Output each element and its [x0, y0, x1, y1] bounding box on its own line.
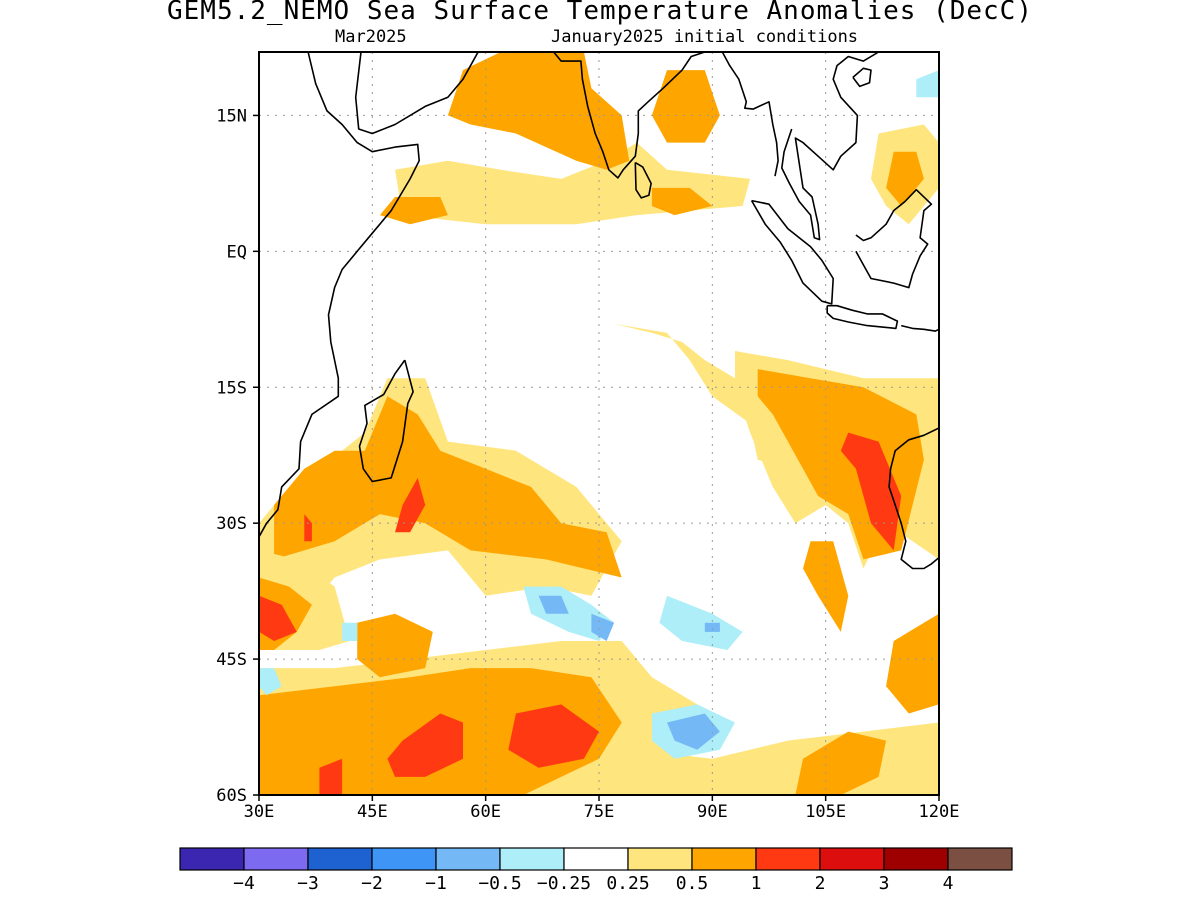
coastline-australia-west	[888, 427, 939, 570]
colorbar-label: −0.5	[478, 873, 521, 894]
colorbar-swatch	[243, 847, 309, 871]
colorbar-swatch	[307, 847, 373, 871]
anomaly-region-18	[259, 595, 297, 641]
colorbar-label: 4	[943, 873, 954, 894]
anomaly-region-35	[259, 668, 282, 696]
coastline-china-coast	[878, 52, 884, 53]
colorbar-label: 0.5	[676, 873, 709, 894]
colorbar-label: −0.25	[537, 873, 591, 894]
map-title: GEM5.2_NEMO Sea Surface Temperature Anom…	[167, 0, 1033, 26]
anomaly-region-21	[387, 713, 463, 777]
colorbar-label: 1	[751, 873, 762, 894]
lon-tick-label: 45E	[357, 802, 388, 822]
coastline-java	[826, 304, 899, 330]
anomaly-region-13	[274, 396, 622, 578]
coastlines	[259, 52, 939, 570]
anomaly-region-32	[704, 622, 720, 632]
colorbar-label: −2	[361, 873, 383, 894]
colorbar-swatch	[947, 847, 1013, 871]
coastline-india	[538, 52, 706, 179]
coastline-malaya-indochina	[780, 52, 880, 241]
coastline-philippines-luzon	[938, 82, 939, 84]
anomaly-region-11	[803, 541, 849, 632]
lat-tick-label: 45S	[216, 650, 247, 670]
anomaly-region-22	[508, 704, 599, 768]
colorbar-label: −3	[297, 873, 319, 894]
anomaly-region-24	[357, 613, 433, 678]
colorbar-swatch	[627, 847, 693, 871]
anomaly-region-1	[447, 52, 630, 170]
coastline-myanmar	[721, 52, 779, 177]
anomaly-region-10	[840, 432, 902, 551]
anomaly-shading	[259, 52, 939, 795]
lon-tick-label: 90E	[697, 802, 728, 822]
colorbar-swatch	[371, 847, 437, 871]
forecast-month: Mar2025	[335, 27, 407, 47]
colorbar-label: −1	[425, 873, 447, 894]
lat-tick-label: 15N	[216, 106, 247, 126]
anomaly-region-27	[886, 613, 939, 714]
anomaly-region-36	[342, 622, 358, 641]
gridlines	[259, 52, 939, 795]
anomaly-region-37	[916, 70, 939, 98]
colorbar-swatch	[819, 847, 885, 871]
anomaly-region-2	[651, 70, 720, 143]
lat-tick-label: 60S	[216, 786, 247, 806]
anomaly-region-3	[379, 197, 448, 225]
coastline-sri-lanka	[634, 161, 652, 199]
anomaly-region-14	[395, 477, 426, 533]
lat-tick-label: 30S	[216, 514, 247, 534]
anomaly-region-30	[591, 613, 615, 641]
coastline-sumatra	[750, 199, 835, 305]
lon-tick-label: 30E	[244, 802, 275, 822]
coastline-arabia	[354, 52, 479, 135]
anomaly-region-15	[304, 514, 312, 542]
anomaly-region-4	[651, 187, 713, 216]
colorbar-label: 2	[815, 873, 826, 894]
colorbar-swatch	[563, 847, 629, 871]
colorbar: −4 −3 −2 −1 −0.5 −0.25 0.25 0.5 1 2 3 4	[179, 847, 1013, 894]
colorbar-swatch	[179, 847, 245, 871]
anomaly-region-23	[319, 758, 343, 795]
colorbar-swatch	[691, 847, 757, 871]
colorbar-swatch	[435, 847, 501, 871]
colorbar-swatch	[755, 847, 821, 871]
colorbar-swatch	[883, 847, 949, 871]
colorbar-label: 0.25	[606, 873, 649, 894]
lon-tick-label: 60E	[470, 802, 501, 822]
lat-tick-label: 15S	[216, 378, 247, 398]
lon-tick-label: 120E	[919, 802, 960, 822]
coastline-africa-east	[259, 52, 421, 538]
anomaly-region-6	[886, 151, 924, 206]
anomaly-region-26	[795, 731, 887, 795]
axis-labels: 30E 45E 60E 75E 90E 105E 120E 15N EQ 15S 30S 45S 60S	[216, 106, 959, 822]
anomaly-region-29	[538, 595, 569, 614]
coastline-madagascar	[358, 359, 414, 483]
colorbar-swatch	[499, 847, 565, 871]
colorbar-label: −4	[233, 873, 255, 894]
colorbar-label: 3	[879, 873, 890, 894]
coastline-lesser-sunda	[901, 324, 939, 332]
lon-tick-label: 105E	[805, 802, 846, 822]
anomaly-region-31	[659, 595, 743, 650]
coastline-hainan	[852, 67, 872, 88]
lat-tick-label: EQ	[227, 242, 247, 262]
lon-tick-label: 75E	[584, 802, 615, 822]
coastline-borneo	[855, 188, 933, 289]
init-conditions: January2025 initial conditions	[551, 27, 859, 47]
anomaly-region-34	[667, 713, 720, 750]
